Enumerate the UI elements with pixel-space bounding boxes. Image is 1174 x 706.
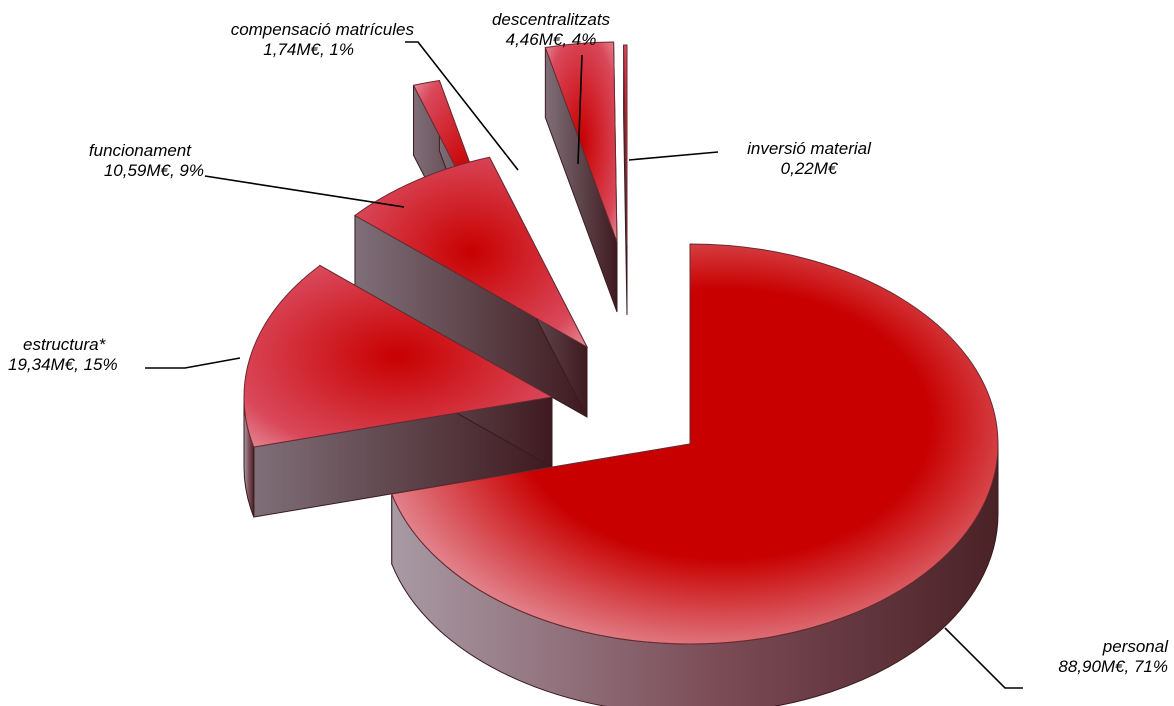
- leader-line-estructura: [145, 357, 241, 369]
- leader-line-personal: [944, 627, 1023, 689]
- slice-name: funcionament: [88, 141, 191, 160]
- slice-label-estructura: estructura* 19,34M€, 15%: [8, 335, 118, 375]
- slice-top-face: [243, 264, 554, 448]
- pie-slice-inversio: [623, 44, 628, 316]
- slice-value: 10,59M€, 9%: [103, 161, 204, 180]
- pie-slice-descentralitzats: [544, 41, 618, 313]
- leader-line-funcionament: [204, 175, 405, 208]
- pie-slice-estructura: [243, 264, 554, 518]
- slice-value: 88,90M€, 71%: [1058, 657, 1168, 676]
- slice-name: personal: [1102, 637, 1168, 656]
- slice-name: estructura*: [23, 335, 106, 354]
- leader-line-inversio: [628, 151, 719, 161]
- slice-value: 1,74M€, 1%: [263, 40, 354, 59]
- leader-line-compensacio: [405, 41, 519, 171]
- slice-name: descentralitzats: [491, 10, 611, 29]
- slice-value: 0,22M€: [780, 159, 838, 178]
- slice-label-personal: personal 88,90M€, 71%: [1058, 637, 1168, 677]
- slice-top-face: [623, 44, 628, 246]
- pie-slice-personal: [391, 243, 999, 706]
- slice-top-face: [391, 243, 999, 645]
- slice-label-inversio: inversió material 0,22M€: [724, 139, 894, 179]
- slice-label-compensacio: compensació matrícules 1,74M€, 1%: [231, 20, 414, 60]
- slice-top-face: [354, 156, 589, 349]
- leader-line-descentralitzats: [577, 54, 583, 165]
- slice-label-funcionament: funcionament 10,59M€, 9%: [89, 141, 204, 181]
- slice-label-descentralitzats: descentralitzats 4,46M€, 4%: [476, 10, 626, 50]
- pie-slice-funcionament: [354, 156, 589, 418]
- slice-value: 4,46M€, 4%: [505, 30, 597, 49]
- slice-name: inversió material: [747, 139, 871, 158]
- slice-value: 19,34M€, 15%: [8, 355, 118, 374]
- slice-top-face: [544, 41, 618, 243]
- slice-name: compensació matrícules: [230, 20, 414, 39]
